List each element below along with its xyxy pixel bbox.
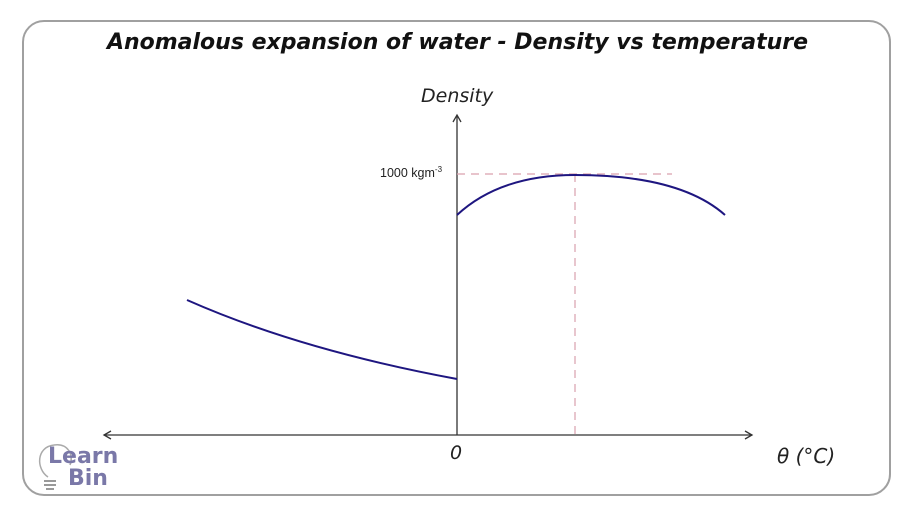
x-tick-0: 0 [450, 442, 463, 464]
y-tick-superscript: -3 [434, 165, 443, 174]
y-axis-arrow [452, 113, 462, 123]
x-axis-label: θ (°C) [777, 444, 836, 468]
x-axis-right-arrow [744, 430, 754, 440]
x-axis-left-arrow [102, 430, 112, 440]
learnbin-logo: Learn Bin [48, 446, 118, 490]
figure-frame [22, 20, 891, 496]
y-axis-label: Density [421, 85, 494, 107]
logo-line2: Bin [68, 466, 108, 491]
ice-curve [186, 299, 458, 380]
logo-line1: Learn [48, 444, 119, 469]
y-tick-value: 1000 kgm [380, 166, 435, 181]
diagram-title: Anomalous expansion of water - Density v… [106, 30, 809, 55]
liquid-water-curve [456, 173, 726, 216]
bulb-icon [39, 444, 72, 490]
y-tick-1000: 1000 kgm-3 [380, 165, 442, 180]
